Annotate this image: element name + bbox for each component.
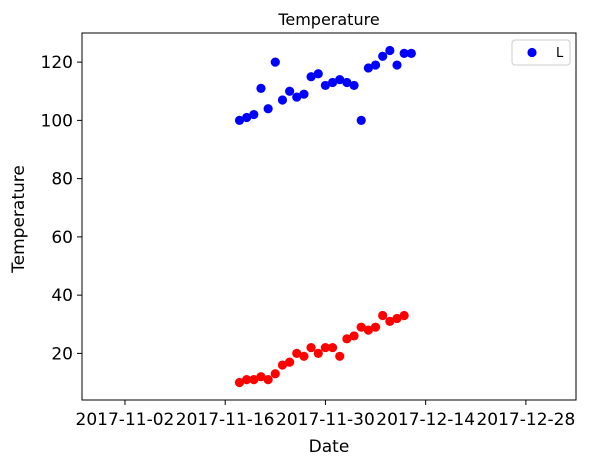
data-point-s0-15 [342,77,352,88]
data-point-s0-0 [234,115,245,125]
chart-title: Temperature [277,10,379,29]
data-point-s0-6 [277,95,288,105]
data-point-s1-13 [327,342,338,353]
data-point-s1-11 [313,348,323,358]
data-point-s1-1 [242,375,252,385]
data-point-s0-3 [256,83,266,93]
data-point-s0-4 [263,104,273,114]
legend-label: L [556,46,564,61]
data-point-s0-22 [392,60,402,70]
plot-frame [81,32,577,401]
data-point-s1-2 [249,375,259,385]
data-point-s1-5 [270,369,280,379]
x-tick-label-1: 2017-11-16 [176,410,275,430]
data-point-s0-8 [292,92,302,102]
x-axis-label: Date [309,437,350,457]
data-point-s0-7 [285,86,295,96]
data-point-s1-4 [263,375,273,385]
y-tick-label-5: 120 [41,53,73,73]
data-point-s1-18 [363,325,373,335]
data-point-s1-8 [292,348,302,358]
data-point-s0-24 [406,48,416,58]
data-point-s1-9 [299,351,309,361]
data-point-s1-10 [306,342,316,353]
data-point-s1-23 [399,310,409,321]
data-point-s1-6 [277,360,288,370]
data-point-s0-11 [313,69,323,79]
data-point-s0-20 [378,51,388,61]
y-tick-label-1: 40 [51,286,73,306]
data-point-s1-21 [385,316,395,326]
y-tick-label-2: 60 [51,228,73,248]
data-point-s1-20 [378,310,388,321]
data-point-s0-1 [242,112,252,123]
data-point-s0-10 [306,72,316,82]
data-point-s0-19 [370,60,381,70]
data-point-s1-17 [356,322,366,332]
data-point-s0-5 [270,57,280,67]
data-point-s1-7 [285,357,295,367]
x-tick-label-0: 2017-11-02 [76,410,175,430]
data-point-s0-14 [335,75,345,85]
data-point-s1-14 [335,351,345,361]
data-point-s0-18 [363,63,373,73]
x-tick-label-3: 2017-12-14 [376,410,475,430]
data-point-s0-12 [320,80,331,91]
data-point-s1-22 [392,313,402,324]
data-point-s0-2 [249,109,259,120]
data-point-s1-0 [234,377,245,388]
x-tick-label-2: 2017-11-30 [276,410,375,430]
data-point-s1-19 [370,322,381,332]
y-tick-label-0: 20 [51,344,73,364]
data-point-s1-3 [256,372,266,382]
y-tick-label-4: 100 [41,111,73,131]
data-point-s0-9 [299,89,309,99]
legend-box [511,39,571,66]
data-point-s0-23 [399,48,409,58]
data-point-s0-16 [349,80,359,91]
data-point-s0-21 [385,45,395,56]
data-point-s1-15 [342,334,352,344]
data-point-s0-17 [356,115,366,125]
legend-marker [527,47,537,58]
data-point-s1-16 [349,331,359,341]
y-axis-label: Temperature [9,165,29,274]
y-tick-label-3: 80 [51,170,73,190]
x-tick-label-4: 2017-12-28 [476,410,575,430]
data-point-s0-13 [327,77,338,88]
plot-area: 2017-11-02 2017-11-16 2017-11-30 2017-12-14… [41,32,577,430]
data-point-s1-12 [320,342,331,353]
